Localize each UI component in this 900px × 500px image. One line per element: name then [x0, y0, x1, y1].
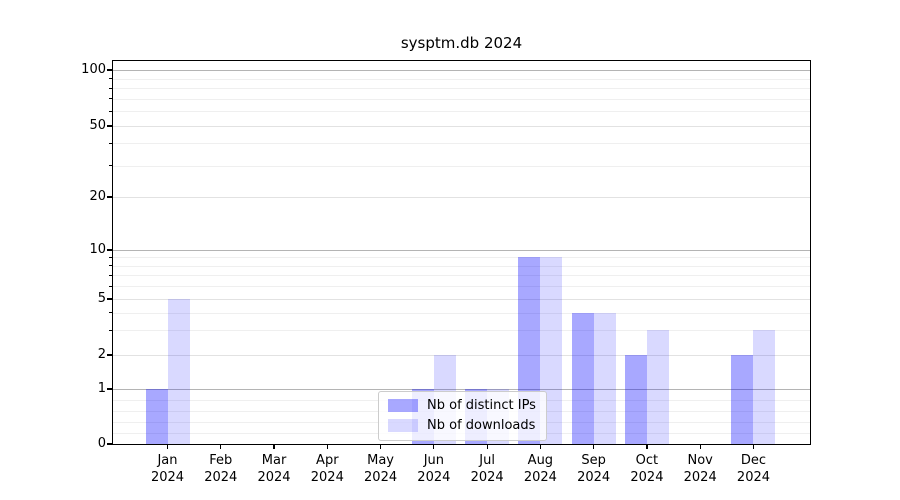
x-tickmark [646, 444, 648, 449]
minor-gridline [112, 88, 810, 90]
y-tickmark [106, 354, 113, 356]
y-minor-tickmark [109, 78, 113, 79]
y-tickmark [106, 69, 113, 71]
x-tick-label: May 2024 [364, 453, 398, 485]
y-tickmark [106, 196, 113, 198]
x-tick-label: Aug 2024 [523, 453, 557, 485]
legend-swatch-icon [388, 399, 418, 412]
y-tick-label: 50 [89, 118, 106, 133]
y-tickmark [106, 298, 113, 300]
major-gridline [112, 389, 810, 390]
legend: Nb of distinct IPs Nb of downloads [378, 391, 547, 441]
y-minor-tickmark [109, 256, 113, 258]
x-tick-label: Sep 2024 [577, 453, 611, 485]
y-tick-label: 0 [97, 436, 106, 451]
minor-gridline [112, 265, 810, 267]
y-tickmark [106, 388, 113, 390]
x-tickmark [699, 444, 701, 449]
y-minor-tickmark [109, 87, 113, 89]
x-tick-label: Oct 2024 [630, 453, 664, 485]
x-tickmark [326, 444, 328, 449]
minor-gridline [112, 165, 810, 167]
major-gridline [112, 355, 810, 356]
bar-nb-of-downloads-oct [646, 330, 669, 444]
bar-nb-of-distinct-ips-sep [571, 312, 594, 444]
y-minor-tickmark [109, 329, 113, 331]
y-minor-tickmark [109, 142, 113, 144]
y-minor-tickmark [109, 265, 113, 267]
y-tickmark [106, 249, 113, 251]
bar-nb-of-distinct-ips-jan [145, 389, 168, 444]
x-tickmark [273, 444, 275, 449]
y-tick-label: 2 [97, 347, 106, 362]
minor-gridline [112, 111, 810, 113]
x-tickmark [433, 444, 435, 449]
y-tick-label: 20 [89, 189, 106, 204]
x-tickmark [166, 444, 169, 449]
minor-gridline [112, 330, 810, 332]
y-minor-tickmark [109, 285, 113, 287]
y-minor-tickmark [109, 98, 113, 100]
minor-gridline [112, 275, 810, 277]
x-tick-label: Nov 2024 [683, 453, 717, 485]
major-gridline [112, 197, 810, 198]
x-tick-label: Feb 2024 [204, 453, 238, 485]
y-tickmark [106, 443, 113, 445]
y-minor-tickmark [109, 312, 113, 314]
minor-gridline [112, 98, 810, 100]
legend-row: Nb of distinct IPs [388, 398, 536, 413]
x-tickmark [220, 444, 222, 449]
bar-nb-of-downloads-sep [593, 312, 616, 444]
x-tickmark [486, 444, 488, 449]
minor-gridline [112, 257, 810, 259]
bar-nb-of-distinct-ips-dec [731, 355, 754, 444]
plot-frame [111, 60, 811, 445]
major-gridline [112, 299, 810, 300]
y-tick-label: 1 [97, 381, 106, 396]
x-tickmark [539, 444, 541, 449]
legend-label: Nb of downloads [427, 418, 536, 433]
x-tickmark [379, 444, 382, 449]
minor-gridline [112, 78, 810, 80]
minor-gridline [112, 143, 810, 145]
y-tick-label: 5 [97, 291, 106, 306]
y-tick-label: 100 [81, 62, 106, 77]
y-minor-tickmark [109, 110, 113, 112]
major-gridline [112, 126, 810, 127]
legend-label: Nb of distinct IPs [427, 398, 536, 413]
major-gridline [112, 250, 810, 251]
bar-nb-of-distinct-ips-oct [624, 355, 647, 444]
y-tick-label: 10 [89, 242, 106, 257]
minor-gridline [112, 286, 810, 288]
y-minor-tickmark [109, 165, 113, 167]
legend-swatch-icon [388, 419, 418, 432]
bar-nb-of-downloads-dec [753, 330, 776, 444]
x-tick-label: Dec 2024 [736, 453, 771, 485]
x-tick-label: Jul 2024 [470, 453, 504, 485]
x-tick-label: Jun 2024 [417, 453, 451, 485]
x-tick-label: Apr 2024 [310, 453, 344, 485]
x-tick-label: Mar 2024 [257, 453, 291, 485]
y-minor-tickmark [109, 274, 113, 276]
major-gridline [112, 70, 810, 71]
bar-nb-of-downloads-jan [167, 299, 190, 444]
x-tickmark [752, 444, 755, 449]
legend-row: Nb of downloads [388, 418, 536, 433]
y-tickmark [106, 125, 113, 127]
x-tickmark [593, 444, 595, 449]
x-tick-label: Jan 2024 [150, 453, 185, 485]
minor-gridline [112, 312, 810, 314]
chart-title: sysptm.db 2024 [400, 34, 523, 52]
